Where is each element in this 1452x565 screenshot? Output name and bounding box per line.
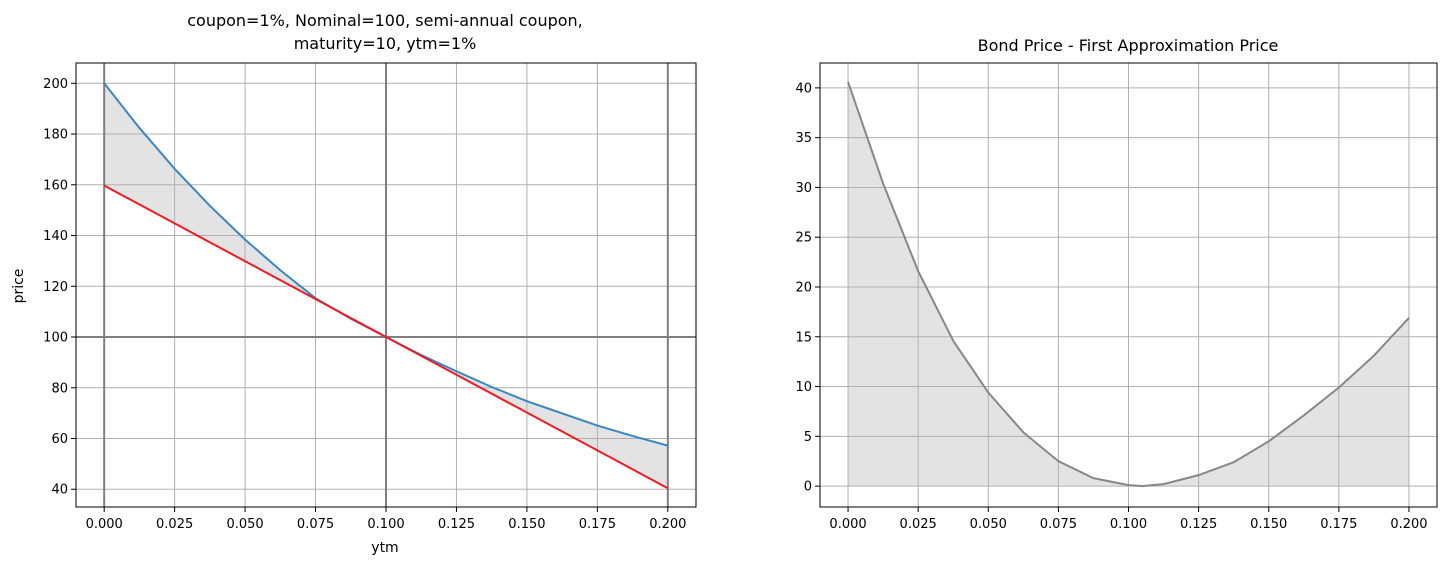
y-tick-label: 160	[43, 178, 68, 193]
x-tick-label: 0.125	[1180, 517, 1217, 532]
y-tick-label: 0	[804, 480, 812, 495]
y-tick-label: 5	[804, 430, 812, 445]
y-tick-label: 180	[43, 128, 68, 143]
y-tick-label: 120	[43, 280, 68, 295]
x-tick-label: 0.000	[829, 517, 866, 532]
x-tick-label: 0.000	[86, 517, 123, 532]
x-tick-label: 0.075	[1040, 517, 1077, 532]
y-tick-label: 40	[795, 81, 812, 96]
price-vs-ytm-chart: coupon=1%, Nominal=100, semi-annual coup…	[11, 11, 697, 556]
y-tick-label: 25	[795, 231, 812, 246]
x-tick-label: 0.175	[579, 517, 616, 532]
x-tick-label: 0.075	[297, 517, 334, 532]
y-tick-label: 200	[43, 77, 68, 92]
y-tick-label: 140	[43, 229, 68, 244]
x-tick-label: 0.175	[1320, 517, 1357, 532]
chart-title: Bond Price - First Approximation Price	[978, 36, 1279, 55]
series-line-difference	[847, 81, 1410, 488]
x-tick-label: 0.100	[1110, 517, 1147, 532]
chart-title-line-1: coupon=1%, Nominal=100, semi-annual coup…	[187, 11, 583, 30]
y-tick-label: 100	[43, 331, 68, 346]
y-tick-label: 35	[795, 131, 812, 146]
price-difference-chart: Bond Price - First Approximation Price 0…	[795, 36, 1438, 532]
filled-area	[848, 81, 1409, 487]
x-tick-label: 0.025	[156, 517, 193, 532]
x-tick-label: 0.200	[649, 517, 686, 532]
plot-area: 0.000 0.025 0.050 0.075 0.100 0.125 0.150 0.175…	[795, 62, 1438, 532]
x-tick-label: 0.125	[438, 517, 475, 532]
y-axis-label: price	[11, 269, 27, 304]
x-tick-label: 0.200	[1390, 517, 1427, 532]
y-tick-label: 10	[795, 380, 812, 395]
x-tick-label: 0.050	[226, 517, 263, 532]
x-tick-label: 0.150	[508, 517, 545, 532]
x-tick-label: 0.100	[367, 517, 404, 532]
chart-title-line-2: maturity=10, ytm=1%	[294, 34, 477, 53]
y-tick-label: 20	[795, 280, 812, 295]
series-line-first-approximation	[103, 184, 669, 490]
y-tick-label: 80	[51, 381, 68, 396]
y-tick-label: 60	[51, 432, 68, 447]
x-tick-label: 0.150	[1250, 517, 1287, 532]
y-tick-label: 40	[51, 483, 68, 498]
x-tick-label: 0.025	[900, 517, 937, 532]
x-tick-label: 0.050	[970, 517, 1007, 532]
plot-area: 0.000 0.025 0.050 0.075 0.100 0.125 0.150 0.175…	[43, 62, 697, 532]
x-axis-label: ytm	[371, 540, 398, 556]
y-tick-label: 30	[795, 181, 812, 196]
fill-between-area	[104, 83, 668, 489]
y-tick-label: 15	[795, 330, 812, 345]
